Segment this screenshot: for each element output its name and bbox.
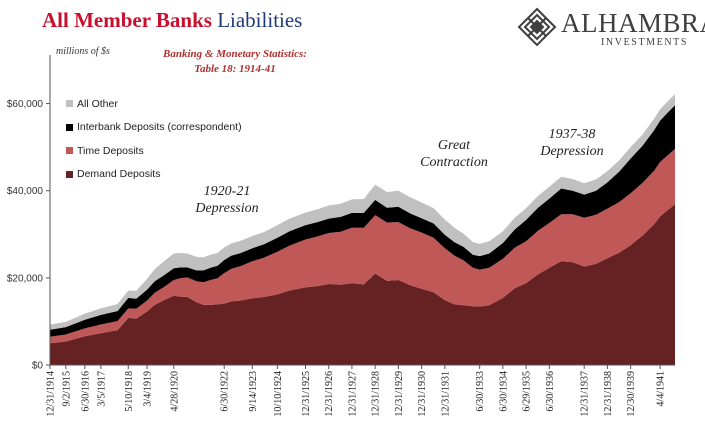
annotation-great-line2: Contraction: [420, 155, 488, 170]
legend-item-demand-deposits: Demand Deposits: [66, 163, 242, 187]
legend-swatch-time-deposits: [66, 147, 73, 155]
x-tick-label: 6/29/1935: [522, 371, 533, 412]
x-tick-label: 6/30/1933: [475, 371, 486, 412]
x-tick-label: 6/30/1922: [220, 371, 231, 412]
legend-label-interbank: Interbank Deposits (correspondent): [77, 121, 242, 134]
series-area-interbank-deposits: [50, 105, 675, 337]
x-tick-label: 12/31/1925: [301, 371, 312, 417]
x-tick-label: 12/31/1927: [347, 371, 358, 417]
annotation-1920-line1: 1920-21: [203, 184, 251, 199]
x-tick-label: 6/30/1934: [498, 371, 509, 412]
y-tick-label: $60,000: [7, 99, 44, 110]
y-tick-label: $20,000: [7, 273, 44, 284]
alhambra-logo: ALHAMBRA INVESTMENTS: [517, 6, 705, 48]
legend-label-time-deposits: Time Deposits: [77, 144, 144, 157]
annotation-1937-line2: Depression: [540, 144, 604, 159]
x-tick-label: 12/31/1914: [46, 371, 57, 417]
x-tick-label: 9/2/1915: [61, 371, 72, 407]
x-tick-label: 10/10/1924: [273, 371, 284, 417]
logo-subtitle: INVESTMENTS: [601, 37, 689, 48]
legend-item-time-deposits: Time Deposits: [66, 139, 242, 163]
x-tick-label: 3/4/1919: [143, 371, 154, 407]
legend-item-all-other: All Other: [66, 92, 242, 116]
x-tick-label: 9/14/1923: [248, 371, 259, 412]
series-area-demand-deposits: [50, 204, 675, 365]
x-tick-label: 5/10/1918: [124, 371, 135, 412]
annotation-1920-21-depression: 1920-21 Depression: [190, 183, 264, 217]
x-tick-label: 12/31/1938: [603, 371, 614, 417]
y-tick-label: $0: [32, 361, 44, 372]
annotation-great-line1: Great: [437, 138, 471, 153]
x-tick-label: 12/31/1928: [371, 371, 382, 417]
x-tick-label: 4/4/1941: [656, 371, 667, 407]
annotation-great-contraction: Great Contraction: [412, 137, 496, 171]
legend-swatch-demand-deposits: [66, 170, 73, 178]
x-tick-label: 12/31/1926: [324, 371, 335, 417]
x-tick-label: 12/30/1939: [626, 371, 637, 417]
x-tick-label: 6/30/1916: [80, 371, 91, 412]
legend-label-demand-deposits: Demand Deposits: [77, 168, 161, 181]
chart-title-red: All Member Banks: [42, 8, 212, 32]
diamond-lattice-icon: [517, 7, 557, 47]
x-tick-label: 4/28/1920: [169, 371, 180, 412]
logo-name: ALHAMBRA: [561, 8, 705, 38]
source-note: Banking & Monetary Statistics: Table 18:…: [140, 47, 330, 77]
legend-swatch-interbank: [66, 123, 73, 131]
chart-title: All Member Banks Liabilities: [42, 8, 302, 33]
annotation-1937-38-depression: 1937-38 Depression: [534, 126, 610, 160]
source-line-2: Table 18: 1914-41: [194, 63, 276, 75]
x-tick-label: 3/5/1917: [96, 371, 107, 407]
chart-legend: All Other Interbank Deposits (correspond…: [66, 92, 242, 186]
y-tick-label: $40,000: [7, 186, 44, 197]
legend-item-interbank: Interbank Deposits (correspondent): [66, 116, 242, 140]
chart-title-blue: Liabilities: [217, 8, 303, 32]
annotation-1920-line2: Depression: [195, 201, 259, 216]
x-tick-label: 6/30/1936: [545, 371, 556, 412]
units-label: millions of $s: [56, 46, 110, 57]
legend-swatch-all-other: [66, 100, 73, 108]
x-tick-label: 12/31/1931: [440, 371, 451, 417]
annotation-1937-line1: 1937-38: [548, 127, 596, 142]
x-tick-label: 12/31/1937: [580, 371, 591, 417]
x-tick-label: 12/31/1930: [417, 371, 428, 417]
series-area-all-other: [50, 94, 675, 330]
legend-label-all-other: All Other: [77, 97, 118, 110]
series-area-time-deposits: [50, 148, 675, 344]
source-line-1: Banking & Monetary Statistics:: [163, 48, 307, 60]
x-tick-label: 12/31/1929: [394, 371, 405, 417]
